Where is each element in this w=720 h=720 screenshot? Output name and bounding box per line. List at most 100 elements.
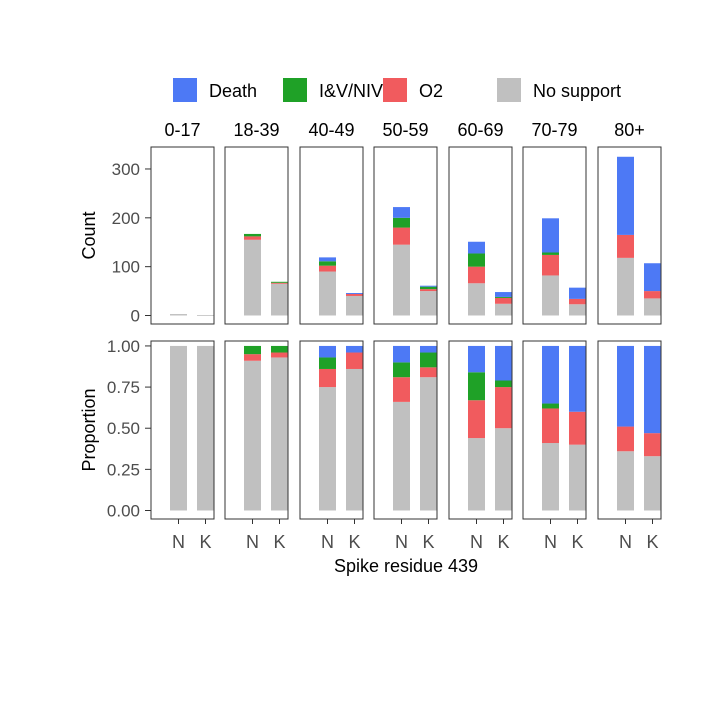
bar-k-no-support — [346, 295, 363, 316]
bar-n-o2 — [468, 400, 485, 439]
y-tick-label: 0.25 — [107, 460, 140, 479]
y-tick-label: 0.50 — [107, 419, 140, 438]
bar-n-i-v-niv — [319, 261, 336, 266]
bar-n-o2 — [542, 408, 559, 444]
facet-border — [224, 146, 289, 325]
bar-n-i-v-niv — [319, 357, 336, 369]
bar-n-o2 — [617, 234, 634, 258]
bar-n-death — [393, 207, 410, 218]
bar-n-i-v-niv — [468, 253, 485, 267]
facet-40-49 — [299, 146, 364, 325]
facet-70-79 — [522, 146, 587, 325]
facet-border — [448, 146, 513, 325]
facet-18-39 — [224, 146, 289, 325]
bar-k-no-support — [644, 298, 661, 316]
bar-n-no-support — [319, 271, 336, 316]
facet-label-80: 80+ — [614, 120, 645, 140]
bar-n-no-support — [542, 443, 559, 511]
x-tick-label-k: K — [199, 532, 211, 552]
facet-border — [373, 340, 438, 520]
bar-n-death — [617, 345, 634, 427]
y-tick-label: 0.00 — [107, 502, 140, 521]
legend: Death I&V/NIV O2 No support — [173, 78, 621, 102]
x-tick-label-k: K — [497, 532, 509, 552]
facet-label-70-79: 70-79 — [531, 120, 577, 140]
bar-k-death — [346, 293, 363, 295]
x-tick-label-k: K — [646, 532, 658, 552]
bar-k-o2 — [495, 387, 512, 429]
bar-k-death — [420, 285, 437, 287]
bar-k-o2 — [271, 282, 288, 284]
bar-k-death — [346, 345, 363, 353]
facet-border — [522, 340, 587, 520]
bar-n-no-support — [244, 360, 261, 511]
bar-k-o2 — [569, 411, 586, 445]
facet-50-59 — [373, 146, 438, 325]
bar-n-no-support — [170, 345, 187, 511]
bar-n-death — [393, 345, 410, 363]
bar-k-death — [420, 345, 437, 353]
facet-80 — [597, 146, 662, 325]
legend-key-death — [173, 78, 197, 102]
bar-k-death — [644, 345, 661, 434]
bar-n-o2 — [617, 426, 634, 452]
x-tick-label-n: N — [544, 532, 557, 552]
legend-label-i-v-niv: I&V/NIV — [319, 81, 383, 101]
bar-n-i-v-niv — [542, 403, 559, 409]
x-tick-label-n: N — [246, 532, 259, 552]
bar-n-no-support — [393, 244, 410, 316]
bar-n-death — [468, 241, 485, 254]
bar-n-o2 — [319, 265, 336, 272]
facet-border — [373, 146, 438, 325]
bar-k-no-support — [495, 303, 512, 316]
bar-n-o2 — [468, 266, 485, 284]
bar-k-o2 — [644, 433, 661, 457]
facet-label-60-69: 60-69 — [457, 120, 503, 140]
y-tick-label: 0 — [131, 307, 140, 326]
bar-k-no-support — [495, 428, 512, 511]
bar-n-o2 — [542, 254, 559, 276]
bar-k-i-v-niv — [271, 345, 288, 353]
y-tick-label: 200 — [112, 209, 140, 228]
bar-n-no-support — [244, 239, 261, 316]
panel-count: 0 100 200 300 Count — [79, 146, 662, 326]
x-tick-label-n: N — [172, 532, 185, 552]
bar-n-o2 — [393, 227, 410, 245]
bar-n-i-v-niv — [393, 217, 410, 228]
facet-border — [597, 146, 662, 325]
bar-n-death — [542, 345, 559, 404]
bar-n-no-support — [170, 314, 187, 316]
bar-n-death — [319, 345, 336, 358]
bar-k-o2 — [346, 352, 363, 369]
legend-label-death: Death — [209, 81, 257, 101]
facet-border — [299, 340, 364, 520]
bar-n-i-v-niv — [244, 233, 261, 237]
bar-n-i-v-niv — [468, 372, 485, 401]
bar-n-i-v-niv — [542, 252, 559, 255]
y-tick-label: 1.00 — [107, 337, 140, 356]
bar-k-death — [569, 345, 586, 412]
bar-n-no-support — [542, 275, 559, 316]
y-tick-label: 0.75 — [107, 378, 140, 397]
bar-k-i-v-niv — [271, 281, 288, 283]
bar-k-no-support — [569, 304, 586, 316]
bar-k-o2 — [420, 289, 437, 292]
bar-k-death — [569, 287, 586, 299]
bar-k-no-support — [420, 291, 437, 316]
bar-k-i-v-niv — [495, 380, 512, 388]
facet-label-0-17: 0-17 — [164, 120, 200, 140]
bar-n-no-support — [468, 283, 485, 316]
x-tick-label-k: K — [348, 532, 360, 552]
facet-60-69 — [448, 146, 513, 325]
facet-label-18-39: 18-39 — [233, 120, 279, 140]
bar-k-o2 — [420, 367, 437, 378]
bar-k-no-support — [197, 315, 214, 316]
bar-k-o2 — [644, 291, 661, 299]
bar-n-no-support — [468, 438, 485, 511]
facet-0-17 — [150, 146, 215, 325]
bar-n-no-support — [617, 451, 634, 511]
